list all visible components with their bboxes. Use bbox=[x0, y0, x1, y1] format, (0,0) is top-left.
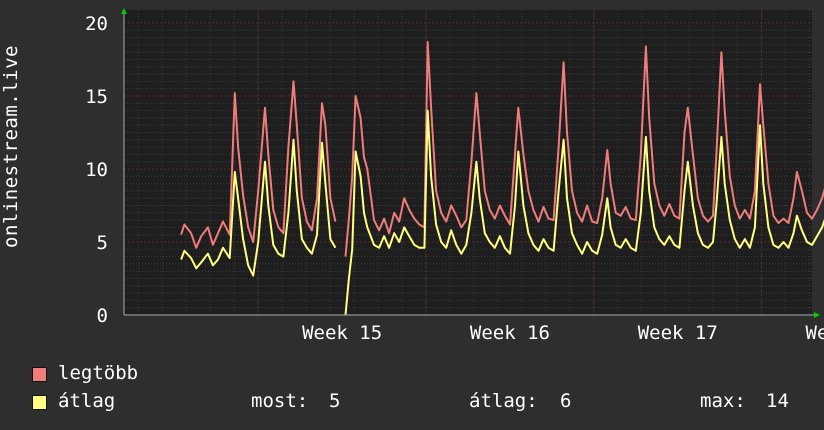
series-line-legtobb bbox=[180, 80, 337, 249]
legend-swatch-legtobb bbox=[32, 367, 47, 382]
stat-max-label: max: bbox=[700, 390, 746, 412]
series-group bbox=[180, 41, 824, 316]
y-tick-label: 15 bbox=[85, 86, 108, 108]
tick-labels: 0 5 10 15 20 Week 15 Week 16 Week 17 Week 18 bbox=[85, 13, 824, 344]
y-axis-label: onlinestream.live bbox=[0, 45, 22, 248]
series-line-atlag bbox=[344, 109, 824, 316]
stat-most-label: most: bbox=[251, 390, 309, 412]
x-tick-label: Week 16 bbox=[470, 322, 550, 344]
stat-most-value: 5 bbox=[329, 390, 341, 412]
series-line-atlag bbox=[180, 138, 337, 277]
y-tick-label: 10 bbox=[85, 159, 108, 181]
legend-label-legtobb: legtöbb bbox=[58, 362, 139, 384]
y-tick-label: 20 bbox=[85, 13, 108, 35]
plot-area bbox=[124, 10, 812, 315]
axes bbox=[121, 8, 820, 318]
stat-max-value: 14 bbox=[766, 390, 789, 412]
x-axis-arrow bbox=[814, 312, 820, 318]
x-tick-label: Week 18 bbox=[806, 322, 824, 344]
stat-atlag-label: átlag: bbox=[469, 390, 538, 412]
legend-swatch-atlag bbox=[32, 395, 47, 410]
legend-label-atlag: átlag bbox=[58, 390, 116, 412]
x-tick-label: Week 15 bbox=[302, 322, 382, 344]
y-tick-label: 0 bbox=[97, 305, 108, 327]
x-tick-label: Week 17 bbox=[638, 322, 718, 344]
y-tick-label: 5 bbox=[97, 232, 108, 254]
stat-atlag-value: 6 bbox=[560, 390, 572, 412]
y-axis-arrow bbox=[121, 8, 127, 14]
